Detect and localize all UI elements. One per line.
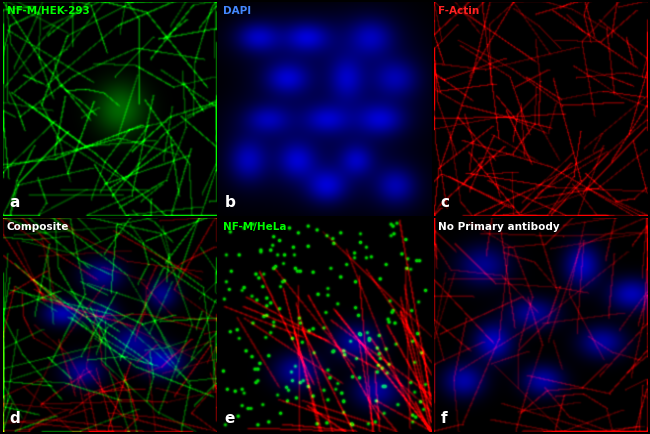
- Text: d: d: [9, 411, 20, 426]
- Text: c: c: [441, 195, 450, 210]
- Text: DAPI: DAPI: [223, 6, 251, 16]
- Text: NF-M/HEK-293: NF-M/HEK-293: [7, 6, 90, 16]
- Text: e: e: [225, 411, 235, 426]
- Text: a: a: [9, 195, 20, 210]
- Text: No Primary antibody: No Primary antibody: [439, 222, 560, 232]
- Text: Composite: Composite: [7, 222, 70, 232]
- Text: F-Actin: F-Actin: [439, 6, 480, 16]
- Text: f: f: [441, 411, 447, 426]
- Text: NF-M/HeLa: NF-M/HeLa: [223, 222, 286, 232]
- Text: b: b: [225, 195, 236, 210]
